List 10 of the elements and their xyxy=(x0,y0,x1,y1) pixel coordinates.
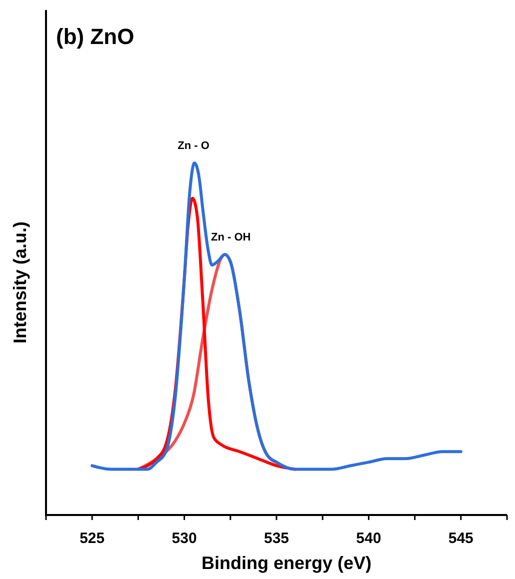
x-tick-label: 545 xyxy=(448,530,474,547)
x-tick-label: 540 xyxy=(356,530,382,547)
x-axis-title: Binding energy (eV) xyxy=(201,553,372,573)
chart-title: (b) ZnO xyxy=(56,24,134,49)
x-tick-label: 535 xyxy=(264,530,290,547)
y-axis-title: Intensity (a.u.) xyxy=(10,221,30,344)
annotation: Zn - O xyxy=(178,140,210,152)
x-tick-label: 525 xyxy=(80,530,105,547)
x-tick-label: 530 xyxy=(172,530,197,547)
annotation: Zn - OH xyxy=(211,232,251,244)
